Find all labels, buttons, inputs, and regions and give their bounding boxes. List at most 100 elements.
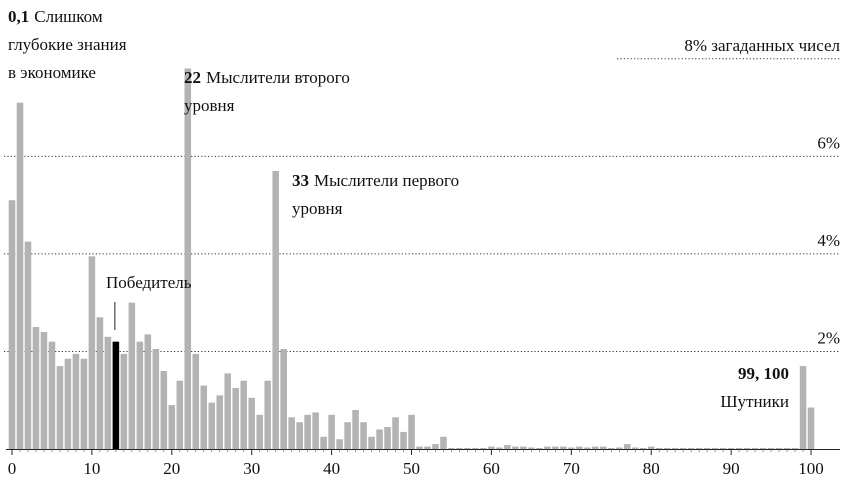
x-tick-label: 40 — [323, 459, 340, 478]
annotation: 22 Мыслители второго — [184, 68, 350, 87]
bar — [679, 448, 687, 449]
bar — [560, 446, 567, 449]
bar — [464, 448, 471, 449]
bar — [743, 448, 751, 449]
bar — [440, 436, 447, 449]
bar — [432, 444, 439, 449]
bar — [799, 366, 807, 449]
bar — [16, 102, 24, 449]
bar — [448, 448, 455, 449]
bar — [488, 446, 495, 449]
bar — [623, 444, 631, 449]
bar — [8, 200, 16, 449]
bar — [344, 422, 351, 449]
bar — [408, 414, 415, 449]
bar — [735, 448, 743, 449]
bar — [647, 446, 655, 449]
x-tick-label: 30 — [243, 459, 260, 478]
x-tick-label: 100 — [798, 459, 824, 478]
bar — [56, 366, 64, 449]
y-tick-label: 4% — [817, 231, 840, 250]
bar — [584, 447, 591, 449]
bar — [40, 331, 48, 449]
annotation-text: в экономике — [8, 63, 96, 82]
bar — [48, 341, 56, 449]
bar — [208, 402, 216, 449]
bar — [703, 448, 711, 449]
bar — [24, 241, 32, 449]
annotation-bold: 22 — [184, 68, 201, 87]
annotation-bold: 33 — [292, 171, 309, 190]
y-tick-label: 8% загаданных чисел — [684, 36, 840, 55]
bar — [520, 446, 527, 449]
bar — [312, 412, 319, 449]
bar — [64, 358, 72, 449]
bar — [184, 68, 192, 449]
x-tick-label: 80 — [643, 459, 660, 478]
bar — [256, 414, 263, 449]
bar — [104, 336, 112, 449]
bar — [791, 448, 799, 449]
bar — [504, 445, 511, 449]
bar — [248, 397, 255, 449]
annotation: 33 Мыслители первого — [292, 171, 459, 190]
annotation-text: уровня — [184, 96, 235, 115]
bar — [528, 447, 535, 449]
x-tick-label: 50 — [403, 459, 420, 478]
bar — [592, 446, 599, 449]
bar — [352, 409, 359, 449]
y-tick-label: 2% — [817, 328, 840, 347]
bar — [368, 436, 375, 449]
bar — [240, 380, 247, 449]
x-tick-label: 20 — [163, 459, 180, 478]
bar — [480, 448, 487, 449]
bar — [400, 431, 407, 449]
y-tick-label: 6% — [817, 133, 840, 152]
bar — [608, 448, 615, 449]
bar — [328, 414, 335, 449]
bar — [376, 429, 383, 449]
bar — [711, 448, 719, 449]
bar — [320, 436, 327, 449]
annotation-text: Мыслители второго — [206, 68, 350, 87]
bar — [384, 427, 391, 449]
bar — [751, 448, 759, 449]
bar — [144, 334, 152, 449]
x-tick-label: 60 — [483, 459, 500, 478]
bar — [280, 349, 287, 449]
bar — [72, 353, 80, 449]
bar — [176, 380, 184, 449]
bar — [232, 388, 239, 449]
bar — [336, 439, 343, 449]
bar — [807, 407, 815, 449]
annotation: 0,1 Слишком — [8, 7, 103, 26]
bar — [655, 448, 663, 449]
bar — [80, 358, 88, 449]
bar — [775, 448, 783, 449]
bar — [200, 385, 208, 449]
bar — [687, 448, 695, 449]
bar — [552, 446, 559, 449]
bar — [216, 395, 224, 449]
bar — [392, 417, 399, 449]
bar — [112, 341, 120, 449]
bar — [136, 341, 144, 449]
bar — [264, 380, 271, 449]
bar — [120, 353, 128, 449]
bar — [512, 446, 519, 449]
bar — [671, 448, 679, 449]
bar — [416, 446, 423, 449]
x-tick-label: 0 — [8, 459, 17, 478]
bar — [727, 448, 735, 449]
bar — [600, 446, 607, 449]
annotation-text: Мыслители первого — [314, 171, 459, 190]
bar — [296, 422, 303, 449]
annotation-text: Слишком — [34, 7, 103, 26]
bar — [272, 170, 279, 449]
bar — [496, 447, 503, 449]
bar — [767, 448, 775, 449]
bar — [128, 302, 136, 449]
bar — [424, 446, 431, 449]
bar — [32, 327, 40, 449]
annotation-text: Шутники — [720, 392, 789, 411]
